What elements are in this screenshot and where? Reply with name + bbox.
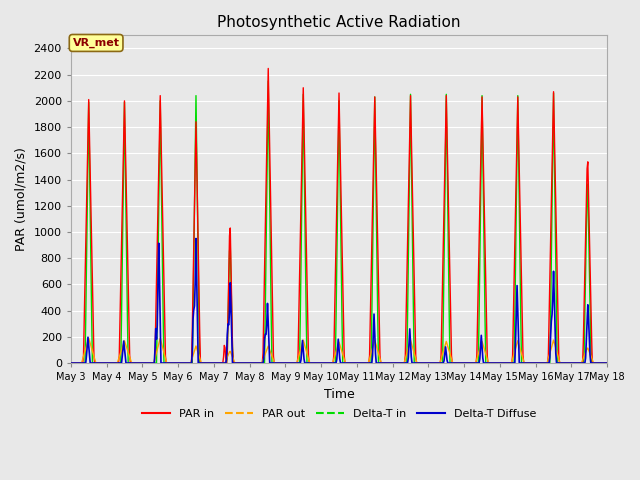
X-axis label: Time: Time: [324, 388, 355, 401]
Y-axis label: PAR (umol/m2/s): PAR (umol/m2/s): [15, 147, 28, 251]
Title: Photosynthetic Active Radiation: Photosynthetic Active Radiation: [217, 15, 461, 30]
Text: VR_met: VR_met: [72, 38, 120, 48]
Legend: PAR in, PAR out, Delta-T in, Delta-T Diffuse: PAR in, PAR out, Delta-T in, Delta-T Dif…: [138, 404, 540, 423]
